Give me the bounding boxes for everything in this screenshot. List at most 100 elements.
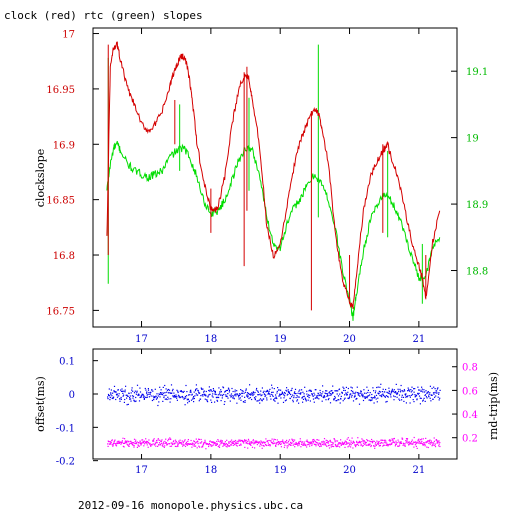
offset-point [318,398,320,400]
offset-point [275,394,277,396]
offset-point [131,389,133,391]
rndtrip-point [204,439,206,441]
offset-point [177,394,180,396]
offset-point [136,390,138,392]
offset-point [371,399,373,401]
rndtrip-point [308,443,310,445]
rndtrip-point [149,444,152,446]
offset-point [187,402,189,404]
rndtrip-point [315,441,317,444]
top-plot-frame [92,27,458,328]
offset-point [343,389,345,391]
rndtrip-point [168,438,170,440]
offset-point [259,398,262,400]
offset-point [249,384,251,386]
offset-point [371,393,373,396]
rndtrip-point [152,439,154,441]
rndtrip-point [422,438,424,440]
rndtrip-point [288,439,291,441]
offset-point [172,395,174,397]
rndtrip-point [125,440,128,442]
rndtrip-point [193,443,195,446]
offset-point [356,386,358,388]
offset-point [228,391,230,393]
rndtrip-point [360,444,362,447]
offset-point [426,392,429,394]
offset-point [306,390,308,392]
offset-point [245,389,247,391]
rndtrip-point [364,443,366,445]
rndtrip-point [348,445,350,447]
offset-point [193,396,195,398]
offset-point [402,396,405,398]
offset-point [214,401,216,403]
rndtrip-point [279,441,281,443]
rndtrip-point [252,440,254,442]
bottom-plot-series [107,383,441,450]
offset-point [402,391,404,393]
offset-point [220,389,222,391]
rndtrip-point [266,444,268,447]
rndtrip-point [383,444,385,446]
rndtrip-point [405,442,407,444]
rndtrip-point [164,445,166,447]
rndtrip-point [333,438,335,440]
rndtrip-point [409,442,411,444]
rndtrip-point [309,443,312,445]
rndtrip-point [142,442,144,444]
rndtrip-point [307,443,309,445]
offset-point [322,385,324,387]
rndtrip-point [397,445,399,447]
offset-point [266,399,268,401]
offset-point [121,390,124,392]
rndtrip-point [205,442,207,444]
bottom-x-tick-label: 21 [412,465,425,476]
offset-point [413,401,415,403]
offset-point [144,387,146,390]
rndtrip-point [263,444,265,447]
rndtrip-point [266,441,268,443]
rndtrip-point [136,446,138,448]
rndtrip-point [436,440,438,442]
offset-point [302,396,304,398]
rndtrip-point [245,439,247,441]
rndtrip-point [434,446,437,448]
offset-point [311,394,313,396]
rndtrip-point [141,439,143,441]
offset-point [180,390,183,393]
rndtrip-point [191,446,193,448]
offset-point [285,399,287,401]
rndtrip-point [142,441,144,443]
rndtrip-point [256,440,258,442]
rndtrip-point [193,440,195,442]
rndtrip-point [364,441,366,443]
offset-point [415,394,418,397]
rndtrip-point [250,444,252,446]
rndtrip-point [133,446,135,448]
offset-point [408,388,410,391]
offset-point [418,392,420,394]
rndtrip-point [263,445,265,447]
rndtrip-point [311,444,313,447]
rndtrip-point [292,444,294,446]
rndtrip-point [218,446,221,448]
rndtrip-point [413,446,415,448]
rndtrip-point [222,445,224,447]
offset-point [221,397,223,399]
offset-point [185,397,187,399]
offset-point [358,403,361,405]
offset-point [152,395,154,397]
offset-point [197,394,199,396]
offset-point [406,396,408,398]
rndtrip-point [350,446,352,448]
offset-point [151,389,153,391]
offset-point [435,392,437,394]
offset-point [321,393,323,395]
offset-point [222,387,225,389]
offset-point [294,388,297,390]
offset-point [376,386,378,389]
rndtrip-point [164,440,166,442]
offset-point [109,399,111,401]
rndtrip-point [419,442,421,445]
offset-point [118,395,120,397]
